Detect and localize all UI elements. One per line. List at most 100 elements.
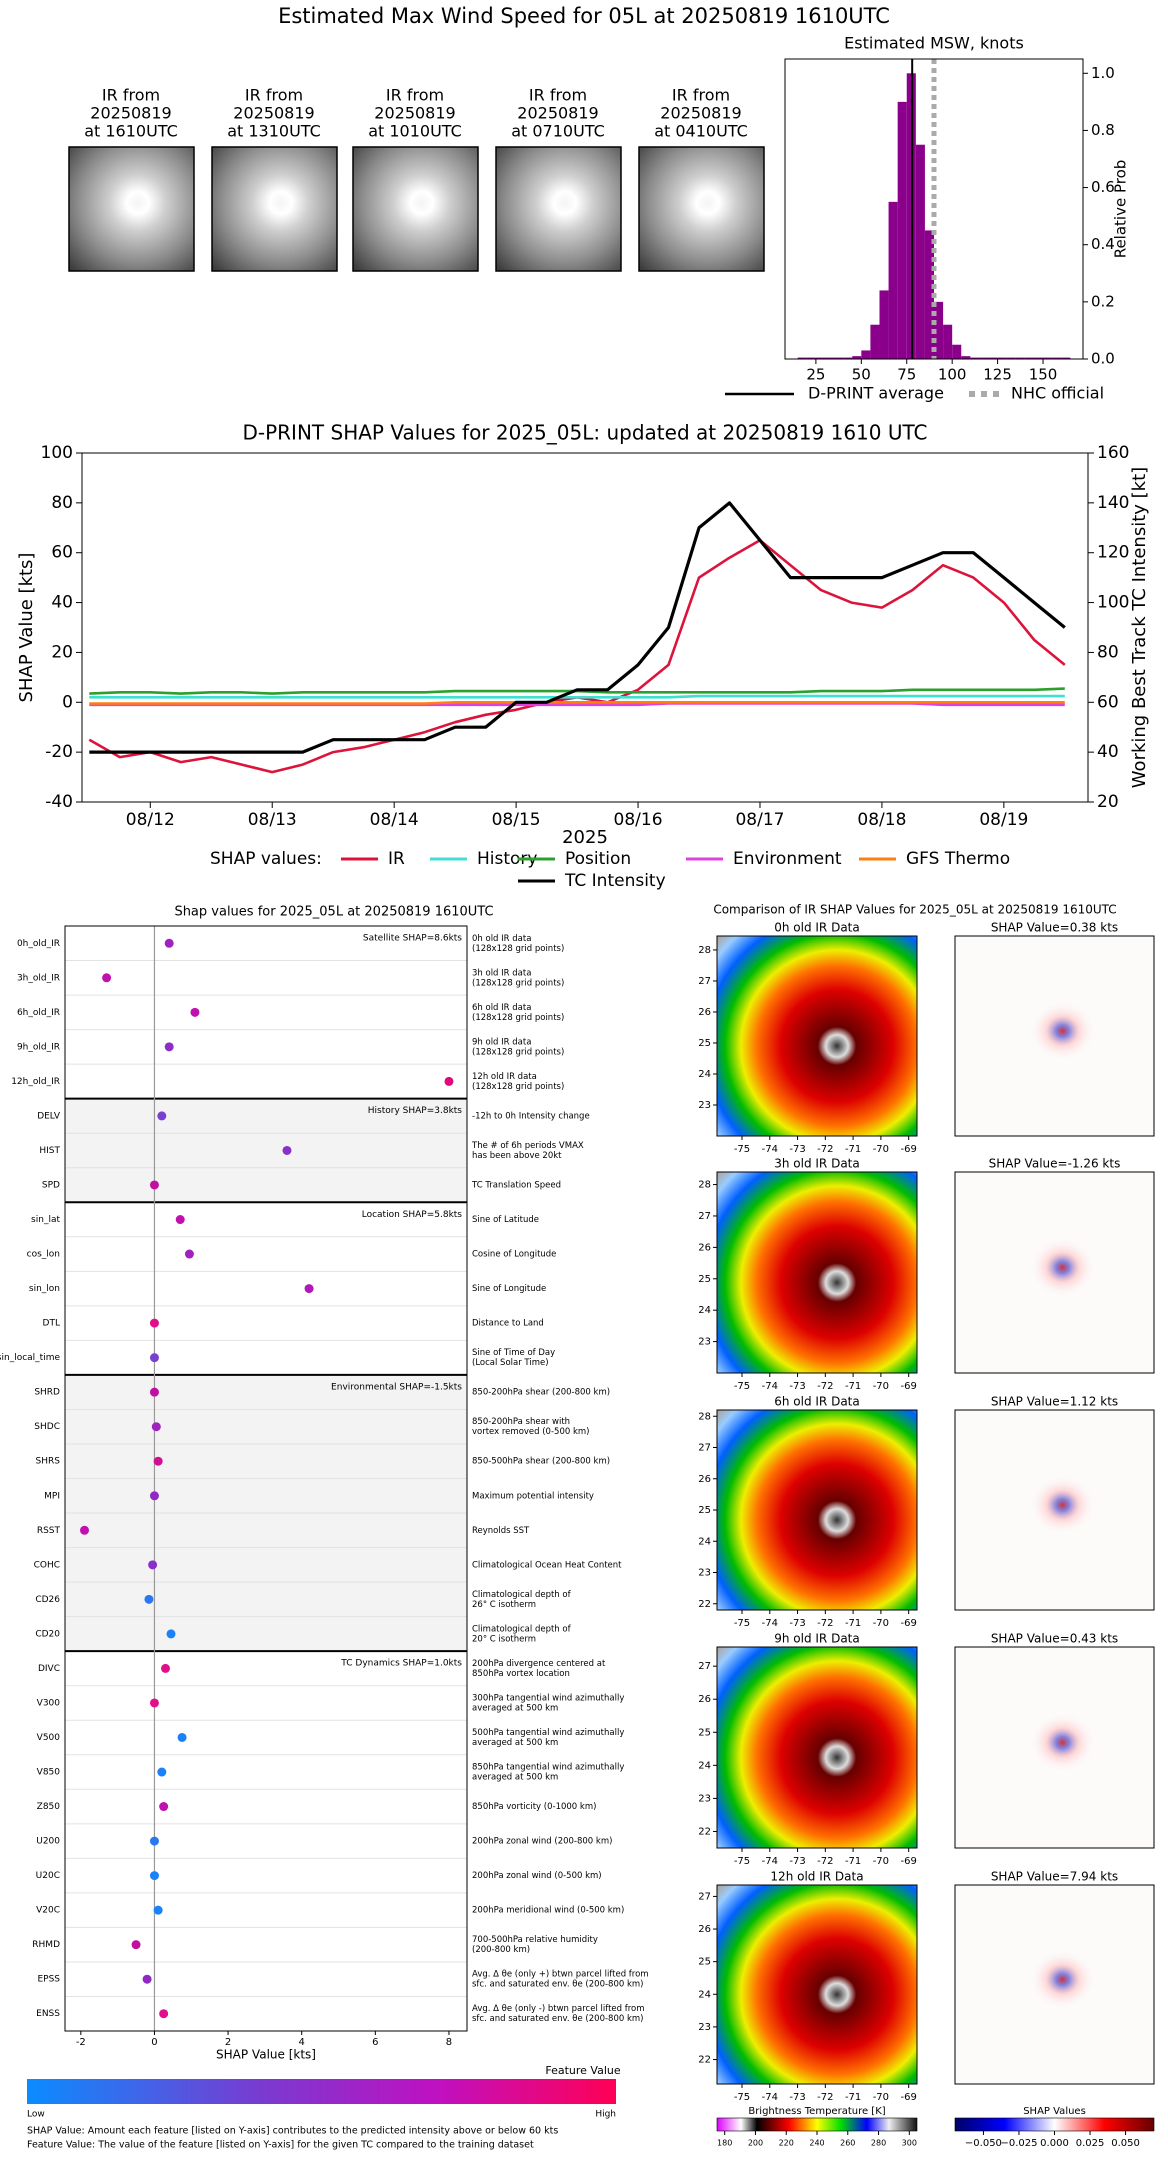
y2-axis-label: Working Best Track TC Intensity [kt] xyxy=(1129,467,1150,788)
feature-name: V300 xyxy=(37,1698,61,1708)
x-tick-label: -74 xyxy=(762,1618,778,1629)
x-tick-label: -69 xyxy=(900,2092,916,2103)
y-tick-label: 23 xyxy=(698,1100,711,1111)
x-tick-label: -74 xyxy=(762,2092,778,2103)
y-axis-label: Relative Prob xyxy=(1112,160,1130,259)
x-tick-label: 08/13 xyxy=(248,810,297,830)
feature-description: (128x128 grid points) xyxy=(472,978,564,988)
legend-label: History xyxy=(477,849,537,869)
y-tick-label: 0 xyxy=(62,692,73,712)
legend-label: GFS Thermo xyxy=(906,849,1010,869)
x-tick-label: -69 xyxy=(900,1144,916,1155)
histogram-bar xyxy=(1033,357,1044,359)
colorbar-tick-label: 220 xyxy=(779,2139,794,2148)
feature-dot xyxy=(149,1318,159,1328)
x-tick-label: 50 xyxy=(852,366,871,384)
x-tick-label: -70 xyxy=(873,1144,889,1155)
series-line xyxy=(89,694,1065,699)
colorbar-tick-label: 180 xyxy=(717,2139,732,2148)
histogram-bar xyxy=(943,324,953,359)
feature-name: MPI xyxy=(44,1491,60,1501)
y-tick-label: 27 xyxy=(698,1661,711,1672)
colorbar-title: Brightness Temperature [K] xyxy=(748,2106,885,2117)
feature-name: ENSS xyxy=(36,2009,60,2019)
y-tick-label: 28 xyxy=(698,945,711,956)
group-background xyxy=(65,1098,467,1203)
chart-title: D-PRINT SHAP Values for 2025_05L: update… xyxy=(242,421,927,445)
feature-dot xyxy=(149,1387,159,1397)
x-tick-label: 4 xyxy=(299,2037,305,2048)
feature-dot xyxy=(161,1663,170,1673)
y-tick-label: 27 xyxy=(698,1211,711,1222)
footnote: SHAP Value: Amount each feature [listed … xyxy=(27,2126,558,2137)
footnote: Feature Value: The value of the feature … xyxy=(27,2140,534,2151)
feature-name: 9h_old_IR xyxy=(17,1042,60,1052)
feature-dot xyxy=(149,1698,159,1708)
colorbar-title: Feature Value xyxy=(545,2064,621,2077)
series-line xyxy=(89,701,1065,705)
feature-name: Z850 xyxy=(37,1802,61,1812)
feature-dot xyxy=(149,1491,159,1501)
feature-description: 850hPa vortex location xyxy=(472,1669,570,1679)
colorbar-tick-label: 300 xyxy=(902,2139,917,2148)
histogram-bar xyxy=(806,357,816,359)
x-tick-label: -71 xyxy=(845,1618,861,1629)
y-tick-label: 23 xyxy=(698,1568,711,1579)
feature-description: 9h old IR data xyxy=(472,1037,531,1047)
feature-description: Sine of Longitude xyxy=(472,1284,546,1294)
histogram-bar xyxy=(924,230,934,359)
x-tick-label: -71 xyxy=(845,1856,861,1867)
shap-pattern xyxy=(1007,1692,1118,1793)
colorbar-tick-label: 200 xyxy=(748,2139,763,2148)
y-tick-label: 28 xyxy=(698,1180,711,1191)
x-tick-label: -75 xyxy=(734,2092,750,2103)
x-tick-label: 75 xyxy=(897,366,916,384)
colorbar-tick-label: −0.050 xyxy=(965,2138,1002,2149)
feature-dot xyxy=(153,1905,163,1915)
feature-description: 700-500hPa relative humidity xyxy=(472,1935,598,1945)
feature-name: 12h_old_IR xyxy=(11,1077,60,1087)
legend-label: Position xyxy=(565,849,631,869)
histogram-bar xyxy=(1015,357,1025,359)
histogram-bar xyxy=(1061,357,1071,359)
feature-description: 850hPa vorticity (0-1000 km) xyxy=(472,1802,596,1812)
thumbnail-label: IR from xyxy=(102,86,160,105)
feature-description: Cosine of Longitude xyxy=(472,1250,556,1260)
y-tick-label: 60 xyxy=(51,543,73,563)
shap-panel-title: SHAP Value=0.38 kts xyxy=(991,921,1118,935)
feature-name: RSST xyxy=(37,1526,61,1536)
feature-description: Distance to Land xyxy=(472,1319,544,1329)
x-tick-label: 125 xyxy=(983,366,1012,384)
thumbnail-label: 20250819 xyxy=(517,104,598,123)
colorbar xyxy=(716,2117,918,2132)
shap-panel-title: SHAP Value=7.94 kts xyxy=(991,1870,1118,1884)
y-tick-label: 26 xyxy=(698,1242,711,1253)
colorbar-tick-label: 280 xyxy=(871,2139,886,2148)
feature-name: CD26 xyxy=(35,1595,60,1605)
histogram-bar xyxy=(1024,357,1034,359)
histogram-bar xyxy=(961,356,971,359)
feature-dot xyxy=(151,1422,161,1432)
ir-thumbnail xyxy=(352,146,479,272)
histogram-bar xyxy=(870,324,880,359)
x-tick-label: -69 xyxy=(900,1618,916,1629)
y-tick-label: 0.4 xyxy=(1091,235,1115,253)
colorbar-low: Low xyxy=(27,2110,45,2120)
feature-description: Sine of Time of Day xyxy=(472,1348,555,1358)
feature-description: (128x128 grid points) xyxy=(472,1013,564,1023)
y-tick-label: 27 xyxy=(698,1443,711,1454)
x-tick-label: -74 xyxy=(762,1381,778,1392)
colorbar-tick-label: 240 xyxy=(809,2139,824,2148)
group-title: Environmental SHAP=-1.5kts xyxy=(331,1382,462,1392)
feature-name: sin_lon xyxy=(29,1284,60,1294)
feature-description: 6h old IR data xyxy=(472,1003,531,1013)
y2-tick-label: 100 xyxy=(1097,593,1129,613)
x-tick-label: 100 xyxy=(938,366,967,384)
ir-image xyxy=(716,1884,918,2085)
plot-frame xyxy=(64,925,468,2032)
y2-tick-label: 20 xyxy=(1097,792,1119,812)
histogram-bar xyxy=(852,356,862,359)
colorbar-tick-label: −0.025 xyxy=(1000,2138,1037,2149)
feature-dot xyxy=(131,1940,141,1950)
